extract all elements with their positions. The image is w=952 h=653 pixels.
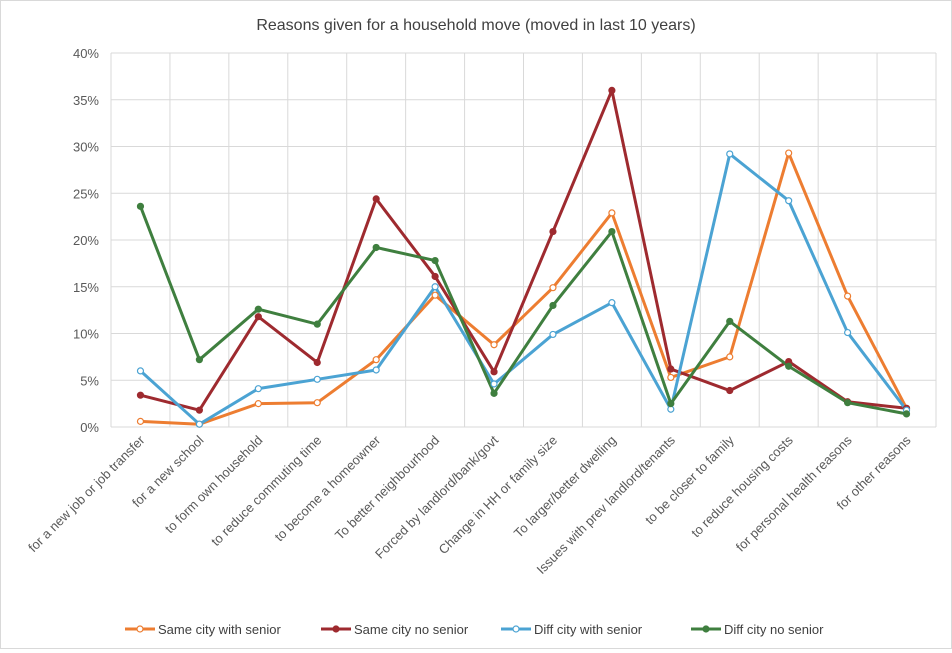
data-point <box>785 149 793 157</box>
gridlines <box>110 52 937 428</box>
data-point <box>136 417 145 425</box>
legend-label: Same city with senior <box>158 622 281 637</box>
data-point <box>490 368 498 376</box>
data-point <box>608 209 616 217</box>
series-lines <box>136 86 911 428</box>
data-point <box>726 150 734 158</box>
x-tick-label: for personal health reasons <box>733 432 855 554</box>
data-point <box>372 243 380 252</box>
legend-marker <box>136 625 144 633</box>
data-point <box>313 375 321 383</box>
y-axis: 0% 5% 10% 15% 20% 25% 30% 35% 40% <box>73 46 99 435</box>
data-point <box>372 366 380 374</box>
data-point <box>136 202 145 210</box>
data-point <box>254 305 262 313</box>
legend: Same city with senior Same city no senior… <box>125 622 824 637</box>
data-point <box>490 380 498 388</box>
data-point <box>313 358 321 367</box>
x-tick-label: for a new job or job transfer <box>25 432 148 555</box>
x-tick-label: To better neighbourhood <box>332 433 442 543</box>
data-point <box>372 356 380 364</box>
data-point <box>844 292 852 300</box>
data-point <box>254 385 262 393</box>
x-tick-label: to form own household <box>162 433 266 537</box>
legend-item: Same city no senior <box>321 622 469 637</box>
data-point <box>254 313 262 321</box>
data-point <box>549 227 557 236</box>
x-tick-label: Forced by landlord/bank/govt <box>372 432 501 561</box>
x-tick-label: Change in HH or family size <box>436 433 561 558</box>
data-point <box>431 272 439 281</box>
data-point <box>136 367 145 375</box>
data-point <box>844 399 852 407</box>
data-point <box>608 227 616 236</box>
data-point <box>667 400 675 408</box>
x-tick-label: to reduce housing costs <box>688 432 796 540</box>
y-tick-label: 30% <box>73 140 99 155</box>
data-point <box>490 341 498 349</box>
legend-label: Diff city no senior <box>724 622 824 637</box>
y-tick-label: 5% <box>80 373 99 388</box>
data-point <box>490 389 498 397</box>
data-point <box>195 356 203 364</box>
data-point <box>785 197 793 205</box>
data-point <box>136 391 145 399</box>
x-tick-label: to become a homeowner <box>272 432 384 544</box>
data-point <box>726 317 734 325</box>
chart-title: Reasons given for a household move (move… <box>256 17 695 34</box>
data-point <box>726 353 734 361</box>
data-point <box>431 291 439 299</box>
legend-marker <box>702 625 710 633</box>
legend-marker <box>332 625 340 633</box>
data-point <box>549 330 557 339</box>
data-point <box>431 283 439 291</box>
data-point <box>431 256 439 265</box>
series-line <box>138 152 909 426</box>
data-point <box>313 320 321 328</box>
x-tick-label: to reduce commuting time <box>208 433 324 549</box>
legend-item: Diff city no senior <box>691 622 824 637</box>
y-tick-label: 40% <box>73 46 99 61</box>
y-tick-label: 0% <box>80 420 99 435</box>
series-line <box>138 151 909 426</box>
data-point <box>667 373 675 382</box>
y-tick-label: 20% <box>73 233 99 248</box>
data-point <box>902 410 911 418</box>
legend-label: Same city no senior <box>354 622 469 637</box>
data-point <box>195 420 203 428</box>
y-tick-label: 15% <box>73 280 99 295</box>
y-tick-label: 10% <box>73 327 99 342</box>
data-point <box>254 400 262 408</box>
data-point <box>785 362 793 370</box>
data-point <box>667 365 675 373</box>
data-point <box>195 406 203 414</box>
legend-item: Same city with senior <box>125 622 281 637</box>
legend-item: Diff city with senior <box>501 622 643 637</box>
series-line <box>138 88 909 412</box>
data-point <box>726 386 734 395</box>
data-point <box>549 301 557 310</box>
data-point <box>549 284 557 292</box>
y-tick-label: 35% <box>73 93 99 108</box>
legend-label: Diff city with senior <box>534 622 643 637</box>
series-line <box>138 204 909 416</box>
data-point <box>608 86 616 95</box>
legend-marker <box>512 625 520 633</box>
x-tick-label: To larger/better dwelling <box>511 433 619 541</box>
data-point <box>608 299 616 307</box>
data-point <box>844 328 852 337</box>
data-point <box>313 399 321 407</box>
data-point <box>372 195 380 203</box>
y-tick-label: 25% <box>73 186 99 201</box>
